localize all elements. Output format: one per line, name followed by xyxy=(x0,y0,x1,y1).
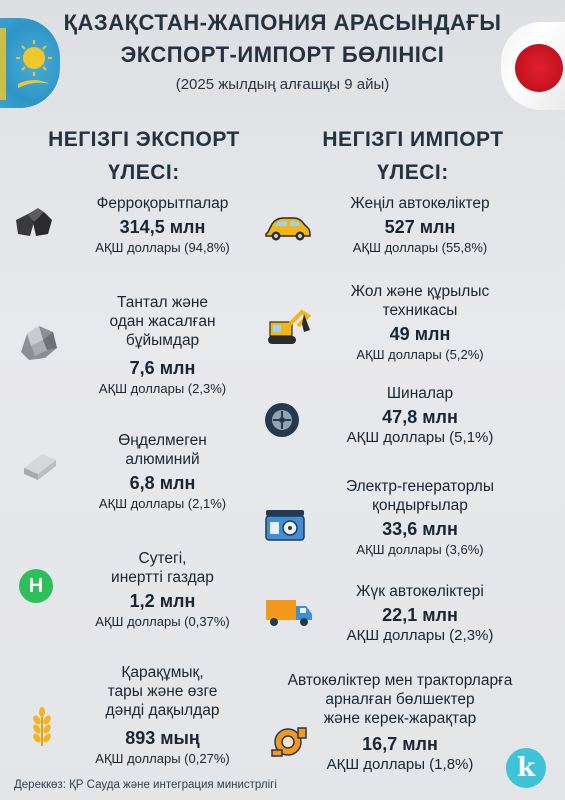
import-item-unit: АҚШ доллары (3,6%) xyxy=(356,542,484,557)
hydrogen-icon-letter: H xyxy=(28,574,44,597)
export-item-name-line: Тантал және xyxy=(116,294,209,311)
export-item-name-line: Қарақұмық, xyxy=(121,664,204,681)
import-item-name: Жеңіл автокөліктер xyxy=(350,195,490,212)
export-item-grains: Қарақұмық, тары және өзге дәнді дақылдар… xyxy=(55,663,270,767)
hydrogen-icon: H xyxy=(19,569,53,603)
export-item-aluminum: Өңделмеген алюминий 6,8 млн АҚШ доллары … xyxy=(55,431,270,512)
import-item-name-line: арналған бөлшектер xyxy=(325,691,475,708)
import-heading-line1: НЕГІЗГІ ИМПОРТ xyxy=(322,128,504,151)
export-heading-line2: ҮЛЕСІ: xyxy=(108,161,180,184)
export-item-name-line: алюминий xyxy=(125,451,200,468)
import-item-parts-accessories: Автокөліктер мен тракторларға арналған б… xyxy=(255,671,545,773)
import-heading: НЕГІЗГІ ИМПОРТ ҮЛЕСІ: xyxy=(283,123,543,189)
import-item-name-line: Жол және құрылыс xyxy=(350,283,490,300)
import-item-passenger-cars: Жеңіл автокөліктер 527 млн АҚШ доллары (… xyxy=(300,194,540,256)
import-item-name: Шиналар xyxy=(386,385,454,402)
page-title-line2: ЭКСПОРТ-ИМПОРТ БӨЛІНІСІ xyxy=(120,42,445,67)
kazakhstan-flag-icon xyxy=(0,18,60,108)
truck-icon xyxy=(264,598,314,633)
source-note: Дереккөз: ҚР Сауда және интеграция минис… xyxy=(14,779,277,791)
turbocharger-icon xyxy=(270,724,308,763)
import-item-unit: АҚШ доллары (55,8%) xyxy=(352,240,488,255)
import-heading-line2: ҮЛЕСІ: xyxy=(377,161,449,184)
wheat-icon xyxy=(27,706,57,751)
export-item-value: 893 мың xyxy=(125,728,200,748)
tantalum-ore-icon xyxy=(17,322,61,367)
export-item-value: 314,5 млн xyxy=(119,217,206,237)
export-item-name-line: тары және өзге xyxy=(107,683,218,700)
import-item-construction-machinery: Жол және құрылыс техникасы 49 млн АҚШ до… xyxy=(300,282,540,363)
brand-logo-letter: k xyxy=(516,753,535,783)
generator-icon xyxy=(263,506,307,549)
export-item-value: 1,2 млн xyxy=(129,591,196,611)
export-item-name-line: одан жасалған xyxy=(109,313,216,330)
import-item-value: 22,1 млн xyxy=(382,605,458,625)
page-subtitle: (2025 жылдың алғашқы 9 айы) xyxy=(175,76,390,93)
import-item-tires: Шиналар 47,8 млн АҚШ доллары (5,1%) xyxy=(300,384,540,446)
tire-icon xyxy=(264,402,300,443)
import-item-trucks: Жүк автокөліктері 22,1 млн АҚШ доллары (… xyxy=(300,582,540,644)
import-item-unit: АҚШ доллары (5,2%) xyxy=(356,347,484,362)
brand-logo: k xyxy=(506,748,546,788)
export-item-name-line: инертті газдар xyxy=(111,569,214,586)
export-item-value: 6,8 млн xyxy=(129,473,196,493)
export-item-name-line: Өңделмеген xyxy=(118,432,207,449)
ferroalloy-rocks-icon xyxy=(14,206,54,245)
import-item-unit: АҚШ доллары (5,1%) xyxy=(346,429,494,446)
excavator-icon xyxy=(264,306,314,351)
import-item-name: Жүк автокөліктері xyxy=(356,583,484,600)
import-item-unit: АҚШ доллары (1,8%) xyxy=(326,756,474,773)
japan-flag-icon xyxy=(501,22,565,110)
export-heading-line1: НЕГІЗГІ ЭКСПОРТ xyxy=(48,128,240,151)
import-item-name-line: Электр-генераторлы xyxy=(346,478,494,495)
export-item-value: 7,6 млн xyxy=(129,358,196,378)
import-item-name-line: Автокөліктер мен тракторларға xyxy=(287,672,513,689)
import-item-name-line: техникасы xyxy=(382,302,458,319)
import-item-value: 33,6 млн xyxy=(382,519,458,539)
import-item-value: 47,8 млн xyxy=(382,407,458,427)
car-icon xyxy=(264,214,312,247)
import-item-value: 49 млн xyxy=(389,324,451,344)
export-item-unit: АҚШ доллары (2,1%) xyxy=(98,496,227,511)
import-item-value: 16,7 млн xyxy=(362,734,438,754)
import-item-generators: Электр-генераторлы қондырғылар 33,6 млн … xyxy=(300,477,540,558)
export-item-name: Ферроқорытпалар xyxy=(96,195,229,212)
export-item-ferroalloys: Ферроқорытпалар 314,5 млн АҚШ доллары (9… xyxy=(55,194,270,256)
export-heading: НЕГІЗГІ ЭКСПОРТ ҮЛЕСІ: xyxy=(14,123,274,189)
export-item-unit: АҚШ доллары (0,37%) xyxy=(95,614,230,629)
import-item-name-line: қондырғылар xyxy=(372,497,468,514)
export-item-name-line: Сутегі, xyxy=(138,550,187,567)
import-item-value: 527 млн xyxy=(384,217,456,237)
export-item-unit: АҚШ доллары (94,8%) xyxy=(95,240,230,255)
import-item-unit: АҚШ доллары (2,3%) xyxy=(346,627,494,644)
export-item-unit: АҚШ доллары (2,3%) xyxy=(98,381,227,396)
import-item-name-line: және керек-жарақтар xyxy=(323,710,477,727)
export-item-tantalum: Тантал және одан жасалған бұйымдар 7,6 м… xyxy=(55,293,270,397)
export-item-name-line: дәнді дақылдар xyxy=(105,702,220,719)
aluminum-ingot-icon xyxy=(20,448,60,489)
page-title-line1: ҚАЗАҚСТАН-ЖАПОНИЯ АРАСЫНДАҒЫ xyxy=(63,10,502,35)
export-item-hydrogen: Сутегі, инертті газдар 1,2 млн АҚШ долла… xyxy=(55,549,270,630)
export-item-unit: АҚШ доллары (0,27%) xyxy=(95,751,230,766)
export-item-name-line: бұйымдар xyxy=(125,332,200,349)
